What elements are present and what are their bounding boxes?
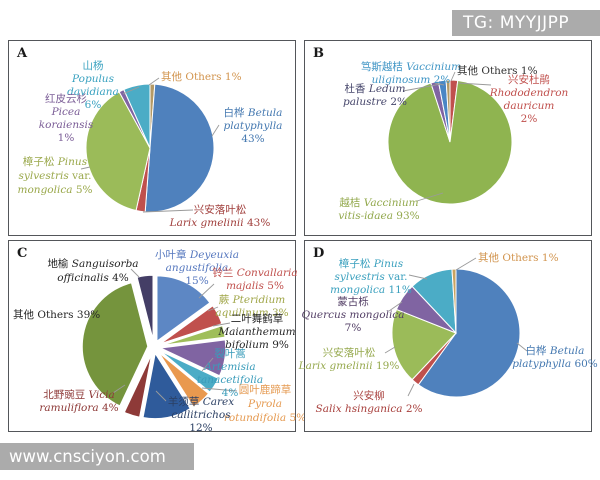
pie-slice-others [81, 281, 149, 408]
leader-line-maianthemum [212, 322, 231, 327]
label-pinus: 樟子松 Pinus sylvestris var. mongolica 11% [330, 258, 412, 296]
pie-chart-c [81, 268, 238, 420]
label-vicia: 北野豌豆 Vicia ramuliflora 4% [39, 389, 119, 414]
label-convallaria: 铃兰 Convallaria majalis 5% [212, 267, 298, 292]
label-artemisia: 裂叶蒿 Artemisia tanacetifolia 4% [196, 348, 264, 399]
label-pyrola: 圆叶鹿蹄草 Pyrola rotundifolia 5% [223, 384, 307, 424]
panel-letter-d: D [313, 246, 325, 261]
leader-line-larix [384, 346, 396, 354]
pie-slice-pteridium [159, 324, 227, 347]
leader-line-convallaria [198, 283, 215, 299]
leader-line-larix [142, 209, 194, 213]
label-maianthemum: 二叶舞鹤草 Maianthemum bifolium 9% [218, 313, 296, 351]
label-uliginosum: 笃斯越桔 Vaccinium uliginosum 2% [360, 61, 462, 86]
pie-slice-artemisia [158, 349, 220, 394]
pie-slice-convallaria [158, 304, 224, 345]
leader-line-rhododendron [457, 82, 492, 86]
leader-line-vitis-idaea [416, 192, 444, 202]
leader-line-vicia [112, 384, 126, 394]
label-carex: 羊须草 Carex callitrichos 12% [167, 396, 235, 434]
label-populus: 山杨 Populus davidiana 6% [67, 60, 119, 111]
pie-chart-a [80, 77, 220, 213]
pie-slice-others [451, 268, 457, 334]
label-others: 其他 Others 39% [13, 309, 101, 321]
label-others: 其他 Others 1% [457, 65, 538, 77]
pie-slice-vicia [123, 352, 153, 419]
pie-slice-maianthemum [157, 338, 227, 378]
pie-slice-betula [144, 83, 215, 213]
panel-a: A 山杨 Populus davidiana 6% 其他 Others 1% 红皮云杉 Pic… [8, 40, 296, 236]
leader-line-others [450, 71, 456, 82]
label-pinus: 樟子松 Pinus sylvestris var. mongolica 5% [17, 156, 93, 196]
pie-chart-d [384, 257, 528, 398]
watermark-website: www.cnsciyon.com [0, 443, 194, 470]
leader-line-populus [122, 86, 140, 95]
label-larix: 兴安落叶松 Larix gmelinii 19% [298, 347, 400, 372]
label-pteridium: 蕨 Pteridium aquilinum 3% [215, 294, 289, 319]
pie-slice-deyeuxia [155, 274, 212, 344]
leader-line-pyrola [201, 387, 238, 392]
panel-letter-b: B [313, 46, 324, 61]
label-others: 其他 Others 1% [478, 252, 559, 264]
pie-slice-sanguisorba [135, 274, 154, 342]
label-quercus: 蒙古栎 Quercus mongolica 7% [301, 296, 405, 334]
leader-line-others [455, 257, 477, 271]
leader-line-pteridium [207, 306, 219, 312]
label-rhododendron: 兴安杜鹃 Rhododendron dauricum 2% [489, 74, 569, 125]
panel-d: D 樟子松 Pinus sylvestris var. mongolica 11% 其他… [299, 240, 598, 432]
panel-letter-c: C [17, 246, 28, 261]
label-betula: 白桦 Betula platyphylla 43% [223, 107, 283, 145]
label-sanguisorba: 地榆 Sanguisorba officinalis 4% [47, 258, 139, 284]
leader-line-others [148, 77, 160, 86]
pie-slice-carex [141, 350, 192, 420]
pie-slice-others [445, 79, 451, 143]
pie-slice-betula [417, 268, 521, 398]
pie-slice-vitis-idaea [387, 79, 513, 205]
label-others: 其他 Others 1% [161, 71, 242, 83]
leader-line-pinus [408, 274, 428, 280]
label-picea: 红皮云杉 Picea koraiensis 1% [38, 93, 94, 144]
label-ledum: 杜香 Ledum palustre 2% [343, 83, 407, 108]
panel-c: C 地榆 Sanguisorba officinalis 4% 小叶章 Deyeuxi… [8, 240, 306, 434]
pie-slice-pyrola [157, 350, 210, 409]
leader-line-sanguisorba [130, 268, 140, 278]
leader-line-salix [407, 383, 415, 397]
leader-line-ledum [402, 83, 442, 92]
label-deyeuxia: 小叶章 Deyeuxia angustifolia 15% [155, 249, 239, 287]
leader-line-betula [211, 124, 220, 137]
leader-line-quercus [388, 301, 403, 312]
leader-line-betula [516, 342, 528, 352]
panel-letter-a: A [17, 46, 28, 61]
label-larix: 兴安落叶松 Larix gmelinii 43% [169, 204, 271, 229]
watermark-telegram: TG: MYYJJPP [452, 10, 600, 36]
panel-b: B 笃斯越桔 Vaccinium uliginosum 2% 其他 Others 1%… [304, 40, 592, 236]
label-vitis-idaea: 越桔 Vaccinium vitis-idaea 93% [338, 197, 420, 222]
pie-slice-pinus [85, 91, 151, 212]
leader-line-carex [155, 390, 167, 402]
pie-chart-b [387, 71, 513, 205]
label-betula: 白桦 Betula platyphylla 60% [512, 345, 598, 370]
label-salix: 兴安柳 Salix hsinganica 2% [315, 390, 423, 415]
leader-line-artemisia [201, 357, 214, 372]
leader-line-pinus [80, 166, 91, 170]
